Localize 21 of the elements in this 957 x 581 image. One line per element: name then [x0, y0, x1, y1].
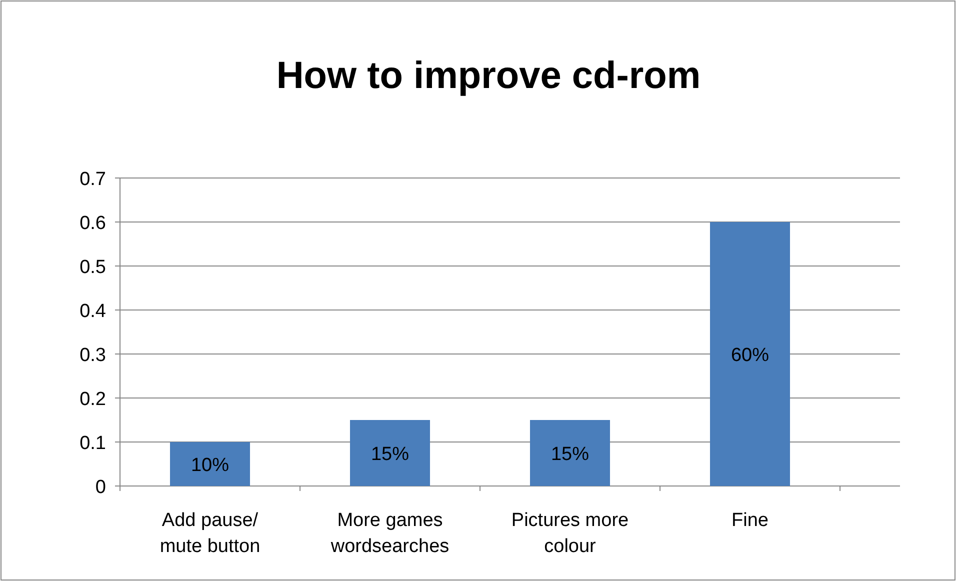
x-tick-label: Fine: [732, 510, 768, 531]
y-tick-label: 0.6: [80, 213, 106, 234]
bar: [710, 222, 790, 486]
y-tick-label: 0.2: [80, 389, 106, 410]
y-tick-label: 0.5: [80, 257, 106, 278]
data-label: 10%: [190, 455, 230, 476]
bar: [170, 442, 250, 486]
data-label: 60%: [730, 345, 770, 366]
y-tick-label: 0.4: [80, 301, 106, 322]
y-tick-label: 0.7: [80, 169, 106, 190]
bar: [530, 420, 610, 486]
y-tick-label: 0.1: [80, 433, 106, 454]
y-tick-label: 0.3: [80, 345, 106, 366]
chart-title: How to improve cd-rom: [276, 55, 701, 97]
x-tick-label: Pictures more colour: [511, 510, 629, 557]
x-tick-label: More games wordsearches: [330, 510, 450, 557]
bar: [350, 420, 430, 486]
y-tick-label: 0: [95, 477, 106, 498]
data-label: 15%: [370, 444, 410, 465]
x-tick-label: Add pause/ mute button: [160, 510, 260, 557]
data-label: 15%: [550, 444, 590, 465]
